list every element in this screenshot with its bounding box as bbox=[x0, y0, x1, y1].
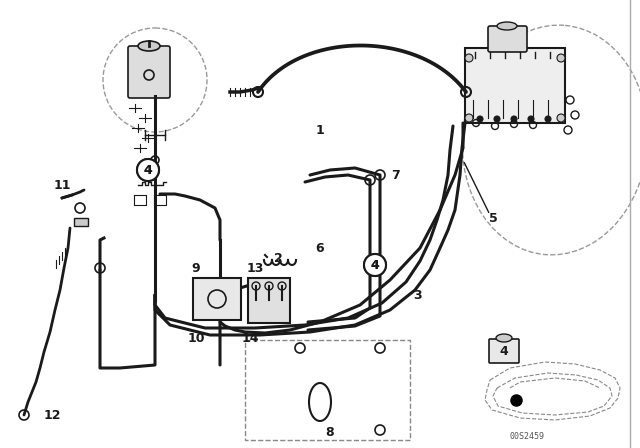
Text: 1: 1 bbox=[316, 124, 324, 137]
Bar bbox=[193, 278, 241, 320]
Text: 4: 4 bbox=[500, 345, 508, 358]
Bar bbox=[245, 340, 410, 440]
Circle shape bbox=[545, 116, 551, 122]
Text: 6: 6 bbox=[316, 241, 324, 254]
FancyBboxPatch shape bbox=[489, 339, 519, 363]
Circle shape bbox=[494, 116, 500, 122]
FancyBboxPatch shape bbox=[128, 46, 170, 98]
Text: 4: 4 bbox=[143, 164, 152, 177]
Text: 8: 8 bbox=[326, 426, 334, 439]
Circle shape bbox=[364, 254, 386, 276]
FancyBboxPatch shape bbox=[488, 26, 527, 52]
Text: 4: 4 bbox=[371, 258, 380, 271]
FancyBboxPatch shape bbox=[465, 48, 565, 123]
Circle shape bbox=[137, 159, 159, 181]
Text: 4: 4 bbox=[143, 164, 152, 177]
Circle shape bbox=[137, 159, 159, 181]
Text: 10: 10 bbox=[188, 332, 205, 345]
Circle shape bbox=[477, 116, 483, 122]
Text: 2: 2 bbox=[274, 251, 282, 264]
Text: 7: 7 bbox=[390, 168, 399, 181]
Text: 4: 4 bbox=[371, 258, 380, 271]
Ellipse shape bbox=[138, 41, 160, 51]
Circle shape bbox=[511, 116, 517, 122]
Circle shape bbox=[528, 116, 534, 122]
Circle shape bbox=[465, 54, 473, 62]
Bar bbox=[248, 278, 290, 323]
Text: 12: 12 bbox=[44, 409, 61, 422]
Text: 9: 9 bbox=[192, 262, 200, 275]
Bar bbox=[74, 218, 88, 226]
Text: 11: 11 bbox=[53, 178, 71, 191]
Ellipse shape bbox=[496, 334, 512, 342]
Circle shape bbox=[364, 254, 386, 276]
Text: 13: 13 bbox=[246, 262, 264, 275]
Text: 00S2459: 00S2459 bbox=[509, 431, 545, 440]
Text: 3: 3 bbox=[413, 289, 422, 302]
Circle shape bbox=[465, 114, 473, 122]
Ellipse shape bbox=[497, 22, 517, 30]
Circle shape bbox=[557, 114, 565, 122]
Text: 5: 5 bbox=[488, 211, 497, 224]
Text: 14: 14 bbox=[241, 332, 259, 345]
Circle shape bbox=[557, 54, 565, 62]
